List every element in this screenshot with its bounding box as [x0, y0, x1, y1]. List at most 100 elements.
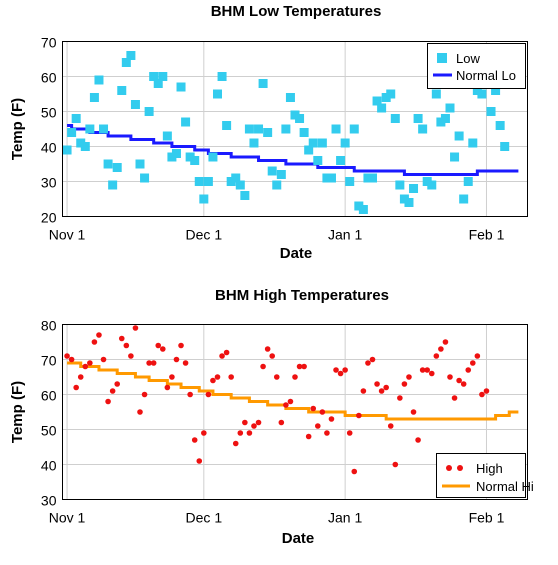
high-point — [415, 437, 421, 443]
x-tick-labels: Nov 1 Dec 1 Jan 1 Feb 1 — [49, 227, 505, 243]
high-point — [201, 430, 207, 436]
high-point — [68, 356, 75, 363]
low-point — [431, 89, 441, 99]
x-tick-label: Jan 1 — [328, 227, 362, 243]
high-point — [369, 356, 376, 363]
high-point — [237, 430, 244, 436]
low-point — [231, 173, 241, 183]
x-tick-label: Feb 1 — [469, 227, 505, 243]
normal-hi-line — [67, 361, 519, 421]
low-point — [249, 138, 259, 148]
low-point — [153, 79, 163, 88]
low-point — [313, 156, 323, 165]
high-point — [456, 377, 462, 384]
high-point — [118, 335, 125, 342]
high-point — [397, 395, 403, 401]
high-point — [255, 419, 262, 426]
high-point — [173, 356, 180, 363]
high-point — [374, 381, 380, 387]
high-point — [73, 384, 79, 391]
low-point — [167, 152, 177, 162]
high-point — [442, 339, 449, 345]
legend-low-marker — [437, 53, 447, 63]
low-point — [336, 156, 346, 165]
low-point — [199, 194, 209, 204]
low-point — [500, 142, 510, 151]
y-tick-label: 70 — [41, 353, 57, 369]
high-point — [273, 374, 280, 380]
y-tick-label: 40 — [41, 140, 57, 156]
y-axis-label: Temp (F) — [9, 381, 26, 443]
low-point — [299, 128, 309, 137]
low-point — [450, 152, 460, 162]
high-point — [356, 412, 362, 419]
low-point — [144, 107, 154, 116]
high-point — [64, 353, 70, 359]
high-point — [387, 423, 394, 429]
high-point — [223, 349, 230, 356]
y-tick-label: 80 — [41, 318, 57, 334]
high-point — [465, 367, 472, 373]
y-tick-label: 30 — [41, 175, 57, 191]
x-tick-label: Dec 1 — [186, 227, 223, 243]
low-point — [208, 152, 218, 162]
low-point — [326, 173, 336, 183]
low-point — [126, 51, 136, 60]
y-tick-label: 50 — [41, 423, 57, 439]
high-point — [483, 388, 490, 394]
high-point — [205, 391, 212, 398]
high-point — [296, 363, 303, 370]
y-tick-labels: 30 40 50 60 70 80 — [41, 318, 57, 509]
x-axis-label: Date — [282, 530, 315, 547]
high-point — [178, 342, 184, 349]
high-point — [105, 398, 111, 405]
high-point — [474, 353, 481, 359]
low-point — [121, 58, 131, 67]
legend-high-marker — [446, 465, 452, 471]
high-point — [346, 430, 353, 436]
x-tick-label: Jan 1 — [328, 510, 362, 526]
legend-high-label: High — [476, 461, 503, 476]
low-point — [281, 124, 291, 134]
low-point — [217, 72, 227, 81]
low-point — [213, 89, 222, 99]
low-point — [276, 170, 286, 179]
low-point — [89, 93, 99, 102]
high-point — [424, 367, 431, 373]
high-point — [337, 370, 344, 377]
low-point — [317, 138, 327, 148]
low-point — [331, 124, 341, 134]
low-point — [258, 79, 268, 88]
x-tick-label: Nov 1 — [49, 510, 86, 526]
chart-title: BHM High Temperatures — [215, 287, 389, 304]
high-point — [187, 391, 193, 398]
low-point — [149, 72, 159, 81]
plot-area-frame — [62, 324, 528, 500]
plot-area-frame — [62, 41, 528, 217]
low-point — [368, 173, 377, 183]
legend-normal-hi-label: Normal Hi — [476, 479, 534, 494]
low-point — [308, 138, 318, 148]
low-point — [263, 128, 273, 137]
normal-lo-series — [67, 124, 519, 176]
low-point — [390, 114, 400, 123]
high-point — [419, 367, 426, 373]
low-point — [130, 100, 140, 109]
high-point — [169, 374, 175, 380]
high-point — [428, 370, 435, 377]
low-point — [363, 173, 373, 183]
high-point — [219, 353, 225, 359]
high-point — [132, 325, 139, 331]
x-axis-label: Date — [280, 245, 313, 262]
legend: Low Normal Lo — [427, 43, 526, 89]
high-point — [351, 468, 358, 475]
high-point — [438, 346, 444, 352]
low-point — [468, 138, 478, 148]
low-series — [62, 51, 510, 214]
y-tick-label: 60 — [41, 388, 57, 404]
low-point — [158, 72, 168, 81]
legend-box — [427, 43, 526, 89]
low-point — [454, 131, 464, 141]
low-point — [203, 177, 213, 186]
low-point — [76, 138, 86, 148]
